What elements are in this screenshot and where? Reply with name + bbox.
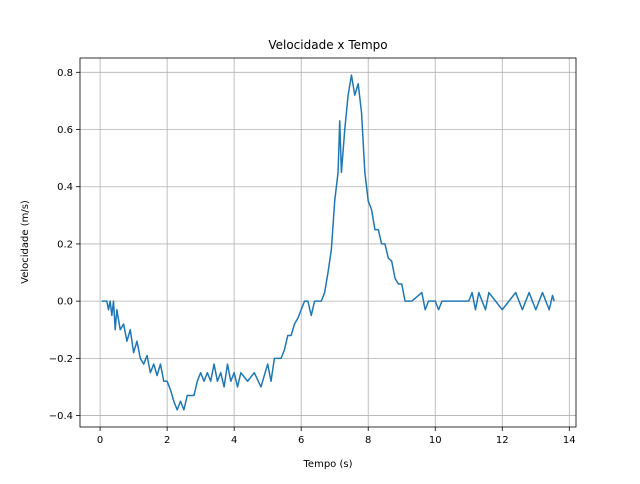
x-tick-label: 6 [298,435,304,446]
plot-frame [79,57,577,428]
x-tick-label: 8 [365,435,371,446]
y-tick-label: −0.4 [49,411,73,422]
x-tick-label: 2 [164,435,170,446]
x-axis-label: Tempo (s) [303,459,353,470]
x-tick-label: 4 [231,435,237,446]
y-tick-label: 0.0 [57,297,73,308]
data-line [101,74,555,411]
y-tick-label: 0.6 [57,125,73,136]
x-tick-label: 10 [429,435,442,446]
y-tick-label: 0.8 [57,68,73,79]
y-tick-label: −0.2 [49,354,73,365]
chart-title: Velocidade x Tempo [268,38,387,52]
y-axis-label: Velocidade (m/s) [20,200,31,284]
y-tick-label: 0.4 [57,182,73,193]
x-tick-label: 14 [563,435,576,446]
y-tick-label: 0.2 [57,239,73,250]
x-tick-label: 0 [97,435,103,446]
x-tick-label: 12 [496,435,509,446]
